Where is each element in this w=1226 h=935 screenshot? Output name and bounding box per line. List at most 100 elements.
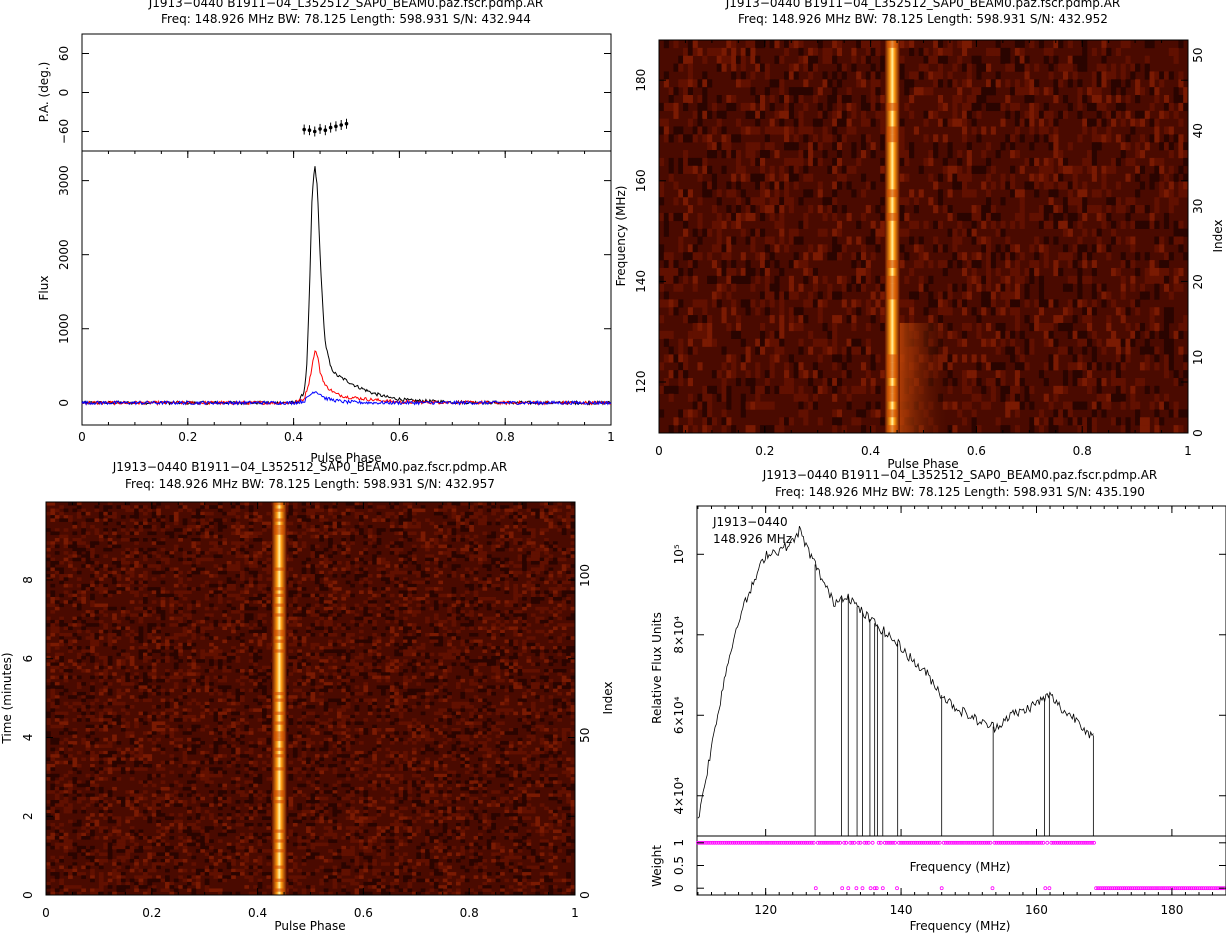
time-phase-cell — [341, 593, 347, 598]
time-phase-cell — [504, 557, 510, 562]
freq-phase-cell — [784, 385, 790, 394]
freq-phase-cell — [995, 79, 1001, 88]
time-phase-cell — [363, 606, 369, 611]
time-phase-cell — [350, 538, 355, 542]
freq-phase-cell — [784, 110, 790, 119]
freq-phase-cell — [764, 425, 770, 434]
freq-phase-cell — [1125, 307, 1131, 316]
time-phase-cell — [253, 564, 258, 568]
freq-phase-cell — [687, 55, 693, 64]
freq-phase-cell — [1120, 220, 1126, 229]
freq-phase-cell — [1077, 165, 1083, 174]
freq-phase-cell — [1135, 142, 1141, 151]
time-phase-cell — [530, 593, 536, 598]
freq-phase-cell — [1010, 87, 1016, 96]
time-phase-cell — [204, 505, 210, 509]
freq-phase-cell — [836, 110, 843, 119]
time-phase-cell — [557, 610, 563, 614]
freq-phase-cell — [986, 244, 992, 253]
time-phase-cell — [257, 531, 263, 536]
freq-phase-cell — [942, 267, 948, 277]
time-phase-cell — [482, 554, 488, 558]
freq-phase-cell — [678, 126, 684, 135]
time-phase-cell — [138, 505, 144, 509]
freq-phase-cell — [961, 181, 968, 190]
freq-phase-cell — [976, 110, 982, 119]
freq-phase-cell — [1135, 401, 1141, 410]
time-phase-cell — [517, 547, 523, 552]
freq-phase-cell — [1091, 409, 1097, 418]
time-phase-cell — [376, 636, 382, 640]
time-phase-cell — [486, 583, 492, 588]
time-phase-cell — [116, 574, 122, 578]
freq-phase-cell — [1183, 181, 1189, 190]
time-phase-cell — [81, 590, 86, 594]
time-phase-cell — [142, 538, 148, 542]
time-phase-cell — [438, 505, 444, 509]
freq-phase-cell — [846, 370, 852, 379]
freq-phase-cell — [1154, 197, 1160, 206]
freq-phase-cell — [673, 40, 679, 49]
time-phase-cell — [200, 518, 205, 522]
time-phase-cell — [482, 564, 488, 568]
time-phase-cell — [385, 603, 391, 608]
freq-phase-cell — [865, 118, 871, 127]
freq-phase-cell — [1101, 181, 1107, 190]
time-phase-cell — [442, 603, 448, 608]
time-phase-cell — [570, 534, 576, 539]
time-phase-cell — [350, 541, 355, 545]
freq-phase-cell — [1135, 87, 1141, 96]
freq-phase-cell — [928, 173, 934, 182]
freq-phase-cell — [707, 47, 713, 57]
freq-phase-cell — [880, 275, 886, 284]
time-phase-cell — [262, 626, 267, 631]
time-phase-cell — [147, 554, 153, 558]
time-phase-cell — [341, 626, 347, 631]
freq-phase-cell — [1111, 228, 1117, 237]
freq-phase-cell — [1067, 307, 1073, 316]
freq-phase-cell — [707, 79, 713, 88]
time-phase-cell — [548, 554, 554, 558]
time-phase-cell — [213, 619, 219, 624]
time-phase-cell — [314, 613, 320, 617]
time-phase-cell — [160, 580, 166, 585]
freq-phase-cell — [928, 291, 934, 300]
time-phase-cell — [266, 577, 272, 581]
freq-phase-cell — [899, 260, 905, 269]
time-phase-cell — [385, 518, 391, 522]
time-phase-cell — [173, 567, 179, 572]
time-phase-cell — [213, 505, 219, 509]
freq-phase-cell — [1010, 150, 1016, 159]
time-phase-cell — [94, 610, 100, 614]
freq-phase-cell — [1087, 118, 1093, 127]
freq-phase-cell — [986, 401, 992, 410]
time-phase-cell — [548, 524, 554, 529]
freq-phase-cell — [995, 322, 1001, 332]
freq-phase-cell — [1115, 197, 1121, 206]
freq-phase-cell — [793, 181, 799, 190]
freq-phase-cell — [1062, 385, 1069, 394]
freq-phase-cell — [1048, 157, 1054, 167]
time-phase-cell — [478, 544, 483, 549]
freq-phase-cell — [697, 157, 703, 167]
time-phase-cell — [248, 580, 254, 585]
freq-phase-right-axis-label: Index — [1211, 219, 1225, 252]
freq-phase-cell — [875, 228, 881, 237]
freq-phase-cell — [870, 315, 876, 324]
freq-phase-cell — [971, 236, 977, 245]
time-phase-cell — [530, 551, 536, 555]
time-phase-cell — [156, 590, 161, 594]
freq-phase-cell — [1043, 330, 1049, 339]
freq-phase-cell — [832, 330, 838, 339]
freq-phase-cell — [832, 205, 838, 214]
freq-phase-cell — [683, 275, 689, 284]
freq-phase-cell — [1149, 181, 1155, 190]
time-phase-cell — [363, 639, 369, 644]
time-phase-cell — [142, 524, 148, 529]
freq-phase-cell — [1072, 212, 1078, 222]
freq-phase-cell — [1091, 401, 1097, 410]
time-phase-cell — [204, 626, 210, 631]
time-phase-cell — [120, 551, 126, 555]
time-phase-cell — [178, 557, 183, 562]
time-phase-cell — [323, 505, 329, 509]
